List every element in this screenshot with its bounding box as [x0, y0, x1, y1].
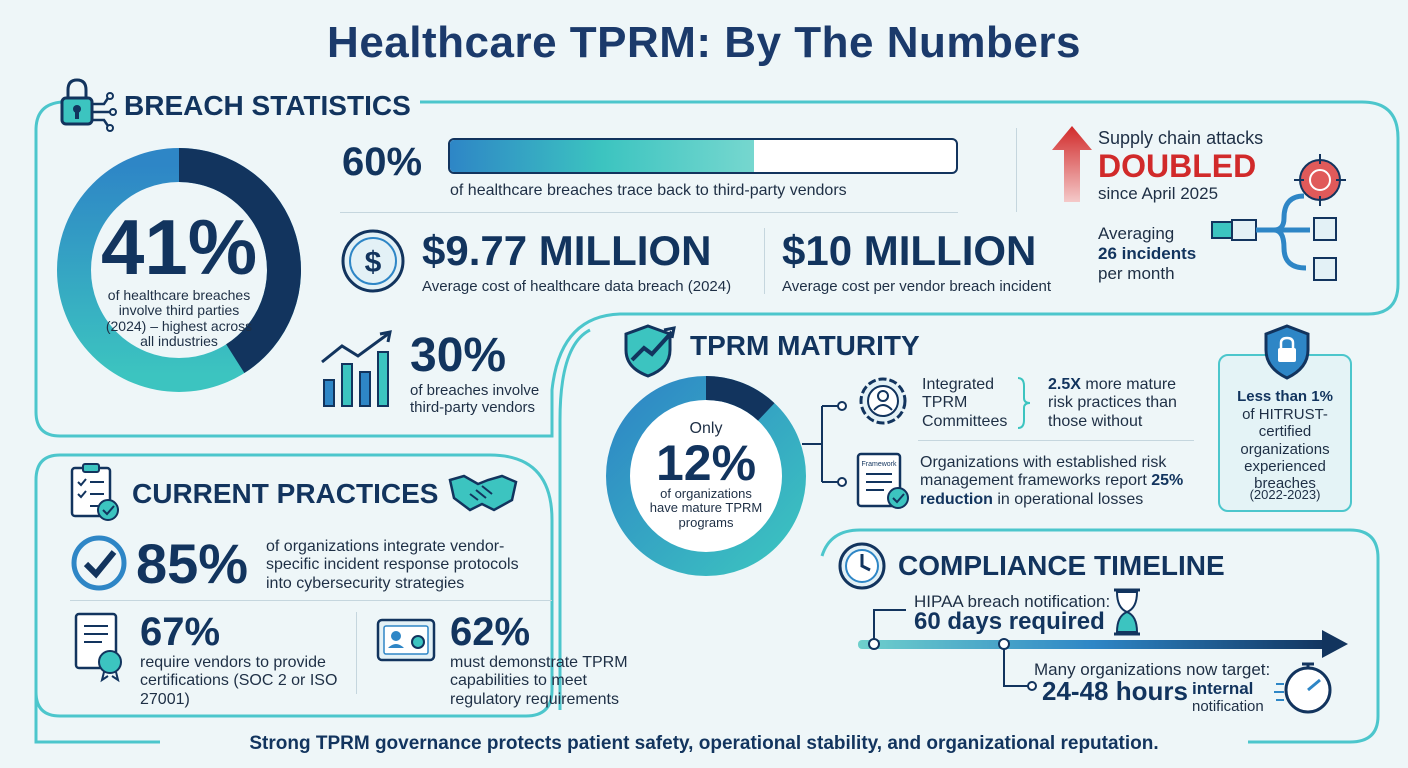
- pct30-text: of breaches involve third-party vendors: [410, 382, 540, 417]
- pct62-text: must demonstrate TPRM capabilities to me…: [450, 654, 628, 708]
- pct30-value: 30%: [410, 329, 507, 382]
- cost1-value: $9.77 MILLION: [422, 227, 712, 274]
- hourglass-icon: [1114, 588, 1140, 636]
- pct62-value: 62%: [450, 610, 531, 654]
- supply-chain-network-icon: [1211, 154, 1346, 281]
- item2-post: in operational losses: [997, 490, 1144, 508]
- divider: [70, 600, 552, 601]
- maturity-only: Only: [689, 420, 723, 437]
- breach-ring-chart: [57, 148, 301, 392]
- vendor-progress-fill: [450, 140, 754, 172]
- target-suffix2: notification: [1192, 698, 1264, 715]
- maturity-connector: [802, 401, 847, 487]
- hipaa-label: HIPAA breach notification:: [914, 592, 1111, 611]
- hitrust-years: (2022-2023): [1249, 487, 1321, 502]
- divider: [918, 440, 1194, 441]
- page-title: Healthcare TPRM: By The Numbers: [327, 18, 1081, 67]
- cost1-text: Average cost of healthcare data breach (…: [422, 278, 732, 295]
- item2-bold: 25% reduction: [920, 472, 1184, 508]
- hipaa-value: 60 days required: [914, 608, 1105, 635]
- shield-growth-icon: [624, 324, 676, 378]
- item1-bold: 2.5X: [1048, 376, 1081, 393]
- certificate-doc-icon: [74, 612, 122, 683]
- framework-document-icon: Framework: [856, 452, 909, 509]
- item2-text: Organizations with established risk mana…: [920, 454, 1200, 509]
- cost2-value: $10 MILLION: [782, 227, 1037, 274]
- divider: [340, 212, 958, 213]
- clock-icon: [838, 542, 886, 590]
- bar-growth-icon: [321, 330, 392, 407]
- stopwatch-icon: [1274, 662, 1332, 714]
- check-circle-icon: [71, 535, 127, 591]
- up-arrow-icon: [1052, 126, 1092, 202]
- avg-line1: Averaging: [1098, 224, 1175, 243]
- supply-doubled: DOUBLED: [1098, 148, 1257, 184]
- maturity-heading: TPRM MATURITY: [690, 330, 920, 361]
- timeline-heading: COMPLIANCE TIMELINE: [898, 550, 1225, 581]
- pct85-text: of organizations integrate vendor-specif…: [266, 538, 519, 592]
- hitrust-text: of HITRUST-certified organizations exper…: [1240, 406, 1330, 492]
- item1-text: Integrated TPRM Committees: [922, 376, 1008, 430]
- supply-since: since April 2025: [1098, 184, 1219, 203]
- pct67-value: 67%: [140, 610, 221, 654]
- hitrust-bold: Less than 1%: [1237, 388, 1333, 405]
- pct85-value: 85%: [136, 532, 249, 595]
- breach-heading: BREACH STATISTICS: [124, 90, 411, 121]
- divider: [356, 612, 357, 694]
- item1-result-text: more mature risk practices than those wi…: [1048, 376, 1177, 430]
- breach-ring-text: of healthcare breaches involve third par…: [105, 287, 253, 350]
- target-value: 24-48 hours: [1042, 676, 1188, 706]
- maturity-pct: 12%: [655, 435, 757, 491]
- bracket-icon: [1017, 377, 1031, 429]
- dollar-icon: $: [341, 229, 405, 293]
- shield-lock-icon: [1264, 324, 1310, 380]
- timeline-arrow: [858, 609, 1348, 691]
- svg-text:$: $: [365, 246, 382, 279]
- handshake-icon: [448, 474, 518, 512]
- maturity-ring-chart: [606, 376, 806, 576]
- supply-line1: Supply chain attacks: [1098, 128, 1264, 148]
- doc-label: Framework: [861, 461, 897, 468]
- practices-heading: CURRENT PRACTICES: [132, 478, 439, 509]
- target-label: Many organizations now target:: [1034, 660, 1271, 679]
- vendor-progress-bar: [448, 138, 958, 174]
- maturity-ring-text: of organizations have mature TPRM progra…: [649, 486, 763, 530]
- footer-tagline: Strong TPRM governance protects patient …: [160, 733, 1248, 755]
- hitrust-card: [1218, 354, 1352, 512]
- avg-bold: 26 incidents: [1098, 244, 1197, 263]
- divider: [764, 228, 765, 294]
- bar-pct: 60%: [342, 140, 423, 184]
- breach-ring-pct: 41%: [100, 203, 258, 291]
- divider: [1016, 128, 1017, 212]
- id-badge-icon: [376, 618, 436, 662]
- target-suffix1: internal: [1192, 679, 1254, 698]
- lock-circuit-icon: [60, 78, 117, 132]
- item2-pre: Organizations with established risk mana…: [920, 454, 1167, 490]
- gear-user-icon: [859, 377, 907, 425]
- checklist-icon: [70, 463, 119, 521]
- pct67-text: require vendors to provide certification…: [140, 654, 338, 708]
- avg-line3: per month: [1098, 264, 1175, 283]
- cost2-text: Average cost per vendor breach incident: [782, 278, 1052, 295]
- item1-result: 2.5X more mature risk practices than tho…: [1048, 376, 1198, 431]
- bar-text: of healthcare breaches trace back to thi…: [450, 182, 847, 199]
